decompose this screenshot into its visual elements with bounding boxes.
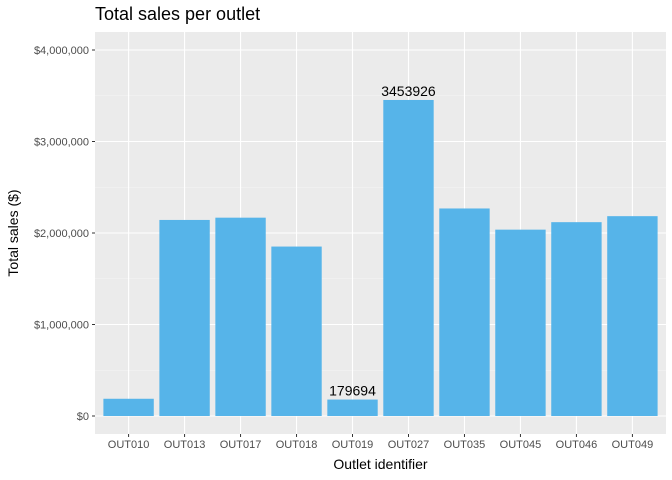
bars	[103, 99, 658, 417]
chart-title: Total sales per outlet	[95, 4, 260, 24]
bar-out019	[327, 399, 378, 416]
y-axis: $0 $1,000,000 $2,000,000 $3,000,000 $4,000,0…	[34, 45, 95, 423]
x-tick-label: OUT027	[388, 439, 430, 451]
bar-out017	[215, 217, 266, 416]
bar-out027	[383, 99, 434, 417]
y-tick-label: $2,000,000	[34, 228, 89, 240]
y-tick-label: $4,000,000	[34, 45, 89, 57]
bar-out010	[103, 398, 154, 416]
y-tick-label: $0	[77, 411, 89, 423]
y-tick-label: $1,000,000	[34, 320, 89, 332]
bar-out018	[271, 246, 322, 416]
bar-out035	[439, 208, 490, 416]
x-tick-label: OUT035	[444, 439, 486, 451]
data-label-out019: 179694	[329, 383, 376, 399]
x-tick-label: OUT045	[500, 439, 542, 451]
data-label-out027: 3453926	[381, 83, 436, 99]
bar-out049	[607, 216, 658, 416]
y-axis-title: Total sales ($)	[5, 189, 21, 276]
bar-out045	[495, 229, 546, 416]
data-labels: 179694 3453926	[329, 83, 436, 399]
x-tick-label: OUT018	[276, 439, 318, 451]
x-tick-label: OUT019	[332, 439, 374, 451]
x-tick-label: OUT017	[220, 439, 262, 451]
x-tick-label: OUT013	[164, 439, 206, 451]
x-axis-title: Outlet identifier	[333, 456, 427, 472]
bar-out013	[159, 219, 210, 416]
x-axis: OUT010 OUT013 OUT017 OUT018 OUT019 OUT027 OUT0…	[108, 434, 653, 451]
x-tick-label: OUT049	[612, 439, 654, 451]
x-tick-label: OUT010	[108, 439, 150, 451]
bar-out046	[551, 222, 602, 416]
y-tick-label: $3,000,000	[34, 137, 89, 149]
x-tick-label: OUT046	[556, 439, 598, 451]
